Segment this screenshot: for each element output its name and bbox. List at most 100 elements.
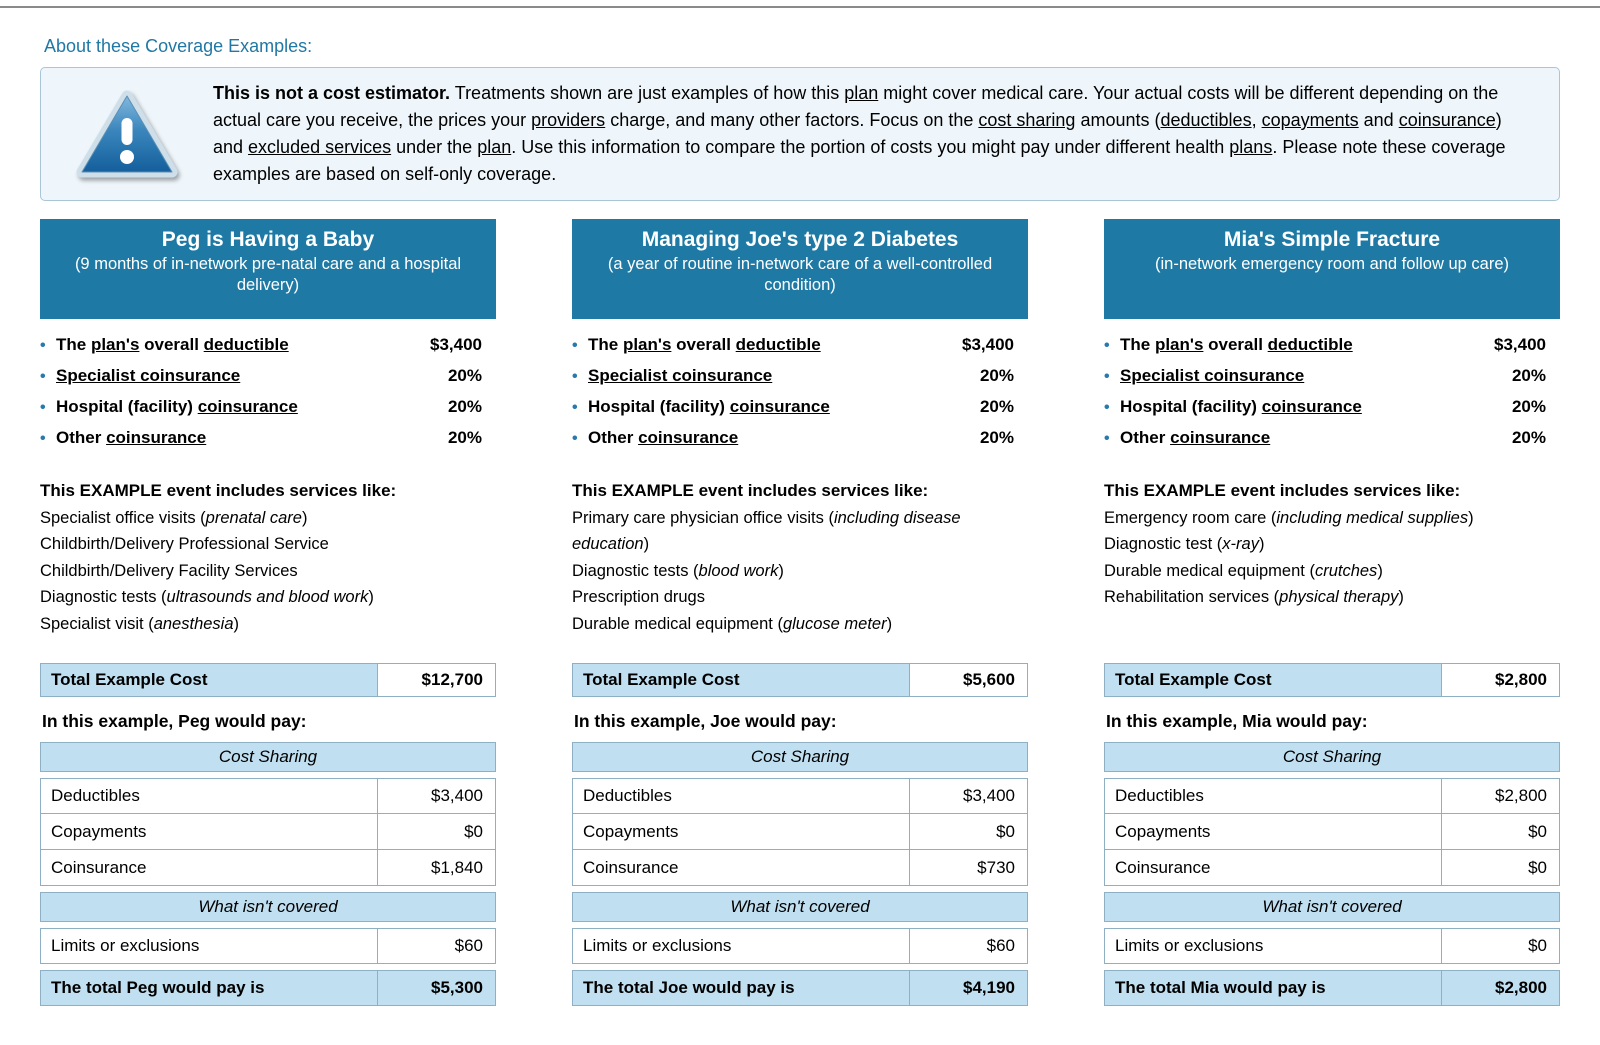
- bullet-icon: •: [40, 399, 46, 416]
- plan-info-row-deductible: • The plan's overall deductible $3,400: [572, 335, 1028, 355]
- plan-info-label: Specialist coinsurance: [56, 366, 241, 385]
- disclaimer-text: This is not a cost estimator. Treatments…: [213, 83, 1506, 184]
- bullet-icon: •: [40, 368, 46, 385]
- plan-info-row-other-coinsurance: • Other coinsurance 20%: [40, 428, 496, 448]
- table-row-coinsurance: Coinsurance $1,840: [40, 850, 496, 886]
- coverage-example-column: Managing Joe's type 2 Diabetes (a year o…: [572, 219, 1028, 1006]
- total-example-cost-row: Total Example Cost $5,600: [572, 663, 1028, 697]
- cost-sharing-header: Cost Sharing: [572, 742, 1028, 772]
- example-title: Mia's Simple Fracture: [1223, 228, 1441, 251]
- services-list: This EXAMPLE event includes services lik…: [40, 481, 496, 653]
- service-item: Durable medical equipment (glucose meter…: [572, 614, 893, 633]
- services-list: This EXAMPLE event includes services lik…: [1104, 481, 1560, 653]
- plan-info-row-deductible: • The plan's overall deductible $3,400: [40, 335, 496, 355]
- plan-info-value: 20%: [979, 366, 1014, 385]
- row-value: $60: [376, 929, 495, 963]
- plan-info-row-specialist-coinsurance: • Specialist coinsurance 20%: [40, 366, 496, 386]
- plan-info-label: Specialist coinsurance: [588, 366, 773, 385]
- bullet-icon: •: [1104, 430, 1110, 447]
- row-value: $0: [1440, 929, 1559, 963]
- plan-info-row-hospital-coinsurance: • Hospital (facility) coinsurance 20%: [572, 397, 1028, 417]
- table-row-deductibles: Deductibles $3,400: [40, 778, 496, 814]
- example-subtitle: (9 months of in-network pre-natal care a…: [74, 255, 462, 295]
- bullet-icon: •: [1104, 399, 1110, 416]
- table-row-coinsurance: Coinsurance $0: [1104, 850, 1560, 886]
- pay-intro: In this example, Peg would pay:: [42, 711, 307, 731]
- table-row-copayments: Copayments $0: [1104, 814, 1560, 850]
- plan-info-label: Other coinsurance: [1120, 428, 1271, 447]
- bullet-icon: •: [572, 430, 578, 447]
- plan-info-row-other-coinsurance: • Other coinsurance 20%: [572, 428, 1028, 448]
- page-top-rule: [0, 6, 1600, 8]
- bullet-icon: •: [572, 368, 578, 385]
- row-label: Coinsurance: [51, 857, 147, 877]
- total-example-cost-label: Total Example Cost: [573, 664, 909, 696]
- plan-info-value: 20%: [447, 397, 482, 416]
- plan-info-value: $3,400: [962, 335, 1014, 354]
- bullet-icon: •: [40, 337, 46, 354]
- grand-total-value: $4,190: [908, 971, 1027, 1005]
- row-value: $60: [908, 929, 1027, 963]
- grand-total-value: $2,800: [1440, 971, 1559, 1005]
- table-row-limits-or-exclusions: Limits or exclusions $60: [40, 928, 496, 964]
- services-heading: This EXAMPLE event includes services lik…: [40, 481, 397, 500]
- plan-info-value: 20%: [1511, 366, 1546, 385]
- row-value: $3,400: [908, 779, 1027, 813]
- table-row-deductibles: Deductibles $2,800: [1104, 778, 1560, 814]
- plan-info-row-other-coinsurance: • Other coinsurance 20%: [1104, 428, 1560, 448]
- row-label: Limits or exclusions: [51, 936, 200, 955]
- plan-info-value: 20%: [1511, 428, 1546, 447]
- page-title: About these Coverage Examples:: [44, 36, 313, 56]
- plan-info-value: 20%: [447, 428, 482, 447]
- plan-info-label: Other coinsurance: [56, 428, 207, 447]
- row-label: Coinsurance: [1115, 857, 1211, 877]
- bullet-icon: •: [572, 337, 578, 354]
- pay-intro: In this example, Mia would pay:: [1106, 711, 1368, 731]
- row-label: Limits or exclusions: [583, 936, 732, 955]
- services-heading: This EXAMPLE event includes services lik…: [572, 481, 929, 500]
- service-item: Diagnostic tests (ultrasounds and blood …: [40, 588, 374, 607]
- pay-intro: In this example, Joe would pay:: [574, 711, 837, 731]
- coverage-example-column: Mia's Simple Fracture (in-network emerge…: [1104, 219, 1560, 1006]
- not-covered-header: What isn't covered: [1104, 892, 1560, 922]
- bullet-icon: •: [1104, 337, 1110, 354]
- plan-info-value: 20%: [447, 366, 482, 385]
- coverage-examples-page: About these Coverage Examples: This is n…: [0, 36, 1600, 1006]
- row-label: Copayments: [583, 821, 679, 841]
- service-item: Primary care physician office visits (in…: [572, 509, 961, 554]
- total-example-cost-row: Total Example Cost $2,800: [1104, 663, 1560, 697]
- service-item: Prescription drugs: [572, 588, 705, 607]
- table-row-limits-or-exclusions: Limits or exclusions $60: [572, 928, 1028, 964]
- plan-info-list: • The plan's overall deductible $3,400 •…: [1104, 319, 1560, 475]
- plan-info-label: The plan's overall deductible: [588, 335, 821, 354]
- table-row-coinsurance: Coinsurance $730: [572, 850, 1028, 886]
- plan-info-list: • The plan's overall deductible $3,400 •…: [572, 319, 1028, 475]
- cost-sharing-header: Cost Sharing: [40, 742, 496, 772]
- total-example-cost-value: $2,800: [1440, 664, 1559, 696]
- service-item: Specialist office visits (prenatal care): [40, 509, 308, 527]
- row-label: Copayments: [1115, 821, 1211, 841]
- example-title: Peg is Having a Baby: [161, 228, 375, 251]
- row-label: Deductibles: [51, 786, 140, 805]
- row-label: Deductibles: [583, 786, 672, 805]
- plan-info-row-hospital-coinsurance: • Hospital (facility) coinsurance 20%: [1104, 397, 1560, 417]
- plan-info-row-specialist-coinsurance: • Specialist coinsurance 20%: [572, 366, 1028, 386]
- cost-sharing-table: Deductibles $2,800 Copayments $0 Coinsur…: [1104, 778, 1560, 886]
- plan-info-value: 20%: [979, 397, 1014, 416]
- grand-total-label: The total Mia would pay is: [1105, 971, 1441, 1005]
- plan-info-label: Other coinsurance: [588, 428, 739, 447]
- services-list: This EXAMPLE event includes services lik…: [572, 481, 1028, 653]
- grand-total-label: The total Joe would pay is: [573, 971, 909, 1005]
- plan-info-value: 20%: [1511, 397, 1546, 416]
- service-item: Diagnostic test (x-ray): [1104, 535, 1265, 554]
- grand-total-row: The total Joe would pay is $4,190: [572, 970, 1028, 1006]
- plan-info-label: Specialist coinsurance: [1120, 366, 1305, 385]
- columns: Peg is Having a Baby (9 months of in-net…: [40, 219, 1560, 1006]
- plan-info-list: • The plan's overall deductible $3,400 •…: [40, 319, 496, 475]
- row-value: $1,840: [376, 850, 495, 885]
- service-item: Childbirth/Delivery Facility Services: [40, 561, 298, 580]
- example-header: Mia's Simple Fracture (in-network emerge…: [1104, 219, 1560, 319]
- example-header: Peg is Having a Baby (9 months of in-net…: [40, 219, 496, 319]
- service-item: Specialist visit (anesthesia): [40, 614, 240, 633]
- plan-info-value: $3,400: [1494, 335, 1546, 354]
